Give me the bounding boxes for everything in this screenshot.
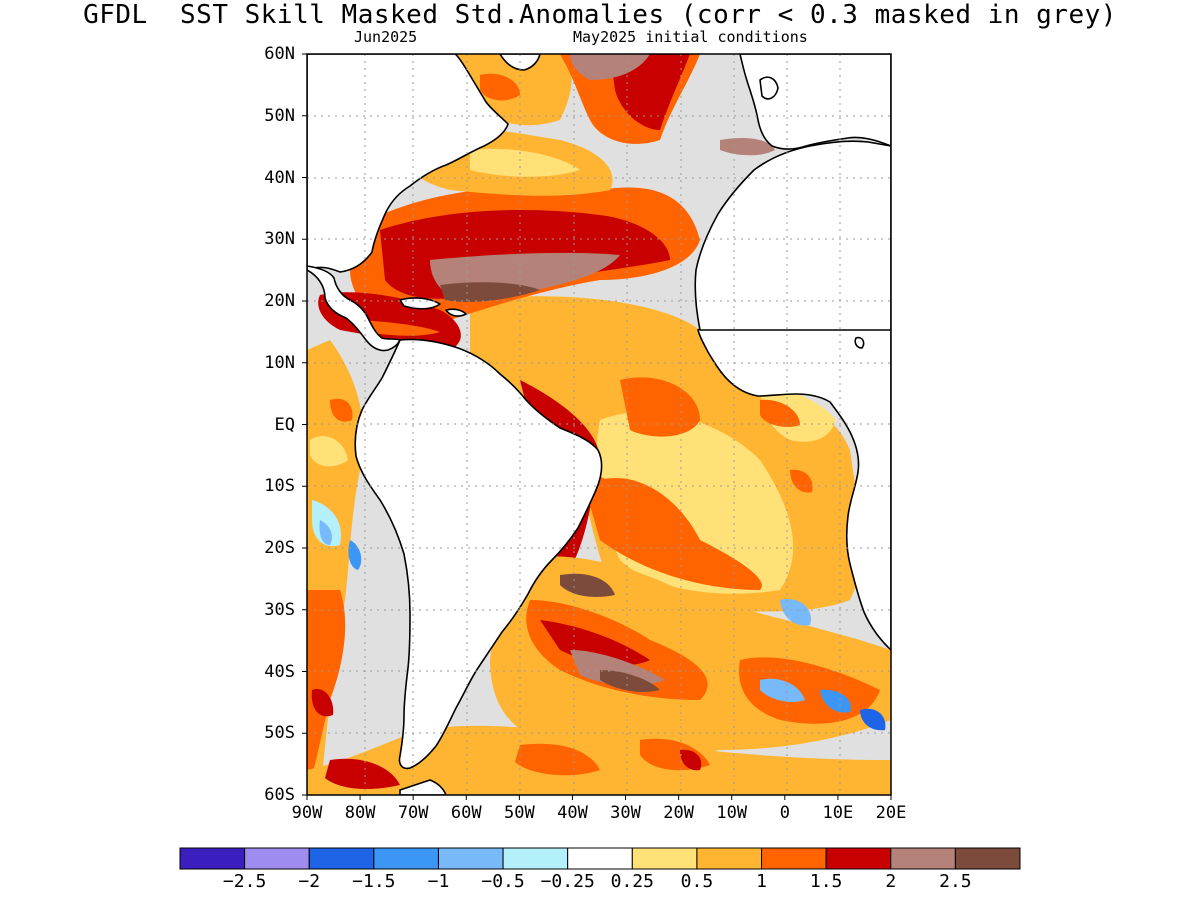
land bbox=[307, 54, 891, 795]
colorbar-label: 0.25 bbox=[610, 871, 654, 892]
lon-label: 20E bbox=[875, 803, 907, 823]
lon-label: 90W bbox=[291, 803, 323, 823]
lon-label: 10E bbox=[822, 803, 854, 823]
colorbar-swatch bbox=[631, 847, 698, 870]
colorbar-swatch bbox=[825, 847, 892, 870]
colorbar-swatch bbox=[437, 847, 504, 870]
colorbar bbox=[179, 847, 1021, 870]
lon-label: 70W bbox=[397, 803, 429, 823]
graticule bbox=[307, 54, 891, 795]
map-panel bbox=[307, 54, 891, 795]
colorbar-swatch bbox=[179, 847, 246, 870]
lon-label: 40W bbox=[557, 803, 588, 823]
colorbar-label: −0.5 bbox=[481, 871, 525, 892]
lat-label: 50S bbox=[264, 723, 295, 744]
colorbar-label: 1 bbox=[756, 871, 767, 892]
colorbar-label: −1.5 bbox=[352, 871, 396, 892]
lat-label: 30S bbox=[264, 599, 295, 620]
colorbar-label: 2.5 bbox=[939, 871, 972, 892]
lon-label: 60W bbox=[450, 803, 482, 823]
lat-label: 60S bbox=[264, 785, 295, 805]
colorbar-label: 0.5 bbox=[680, 871, 714, 892]
lat-label: 10S bbox=[264, 476, 295, 497]
lat-label: EQ bbox=[274, 414, 295, 435]
lon-label: 80W bbox=[344, 803, 376, 823]
lat-label: 40S bbox=[264, 661, 295, 682]
lon-label: 20W bbox=[663, 803, 694, 823]
colorbar-label: −1 bbox=[427, 871, 450, 892]
colorbar-swatch bbox=[954, 847, 1021, 870]
colorbar-swatch bbox=[373, 847, 439, 870]
colorbar-label: −2 bbox=[298, 871, 321, 892]
lat-label: 60N bbox=[264, 44, 295, 64]
colorbar-swatch bbox=[696, 847, 763, 870]
colorbar-swatch bbox=[244, 847, 310, 870]
lon-label: 0 bbox=[779, 803, 790, 823]
colorbar-label: 2 bbox=[885, 871, 897, 892]
colorbar-swatch bbox=[761, 847, 827, 870]
chart-title: GFDL SST Skill Masked Std.Anomalies (cor… bbox=[83, 0, 1117, 30]
lat-label: 20N bbox=[264, 291, 295, 311]
lat-label: 30N bbox=[264, 229, 295, 250]
colorbar-label: −2.5 bbox=[222, 871, 267, 892]
target-month-label: Jun2025 bbox=[354, 28, 418, 46]
colorbar-swatch bbox=[502, 847, 569, 870]
initial-conditions-label: May2025 initial conditions bbox=[573, 28, 808, 46]
colorbar-swatch bbox=[890, 847, 956, 870]
colorbar-label: −0.25 bbox=[540, 871, 595, 892]
colorbar-swatch bbox=[567, 847, 633, 870]
lat-label: 10N bbox=[264, 352, 295, 373]
lat-label: 50N bbox=[264, 105, 295, 126]
lat-label: 40N bbox=[264, 167, 295, 188]
colorbar-swatch bbox=[308, 847, 375, 870]
axis-ticks bbox=[302, 53, 892, 800]
lon-label: 30W bbox=[610, 803, 641, 823]
lon-label: 50W bbox=[504, 803, 535, 823]
lat-label: 20S bbox=[264, 538, 295, 558]
colorbar-label: 1.5 bbox=[809, 871, 843, 892]
lon-label: 10W bbox=[716, 803, 748, 823]
